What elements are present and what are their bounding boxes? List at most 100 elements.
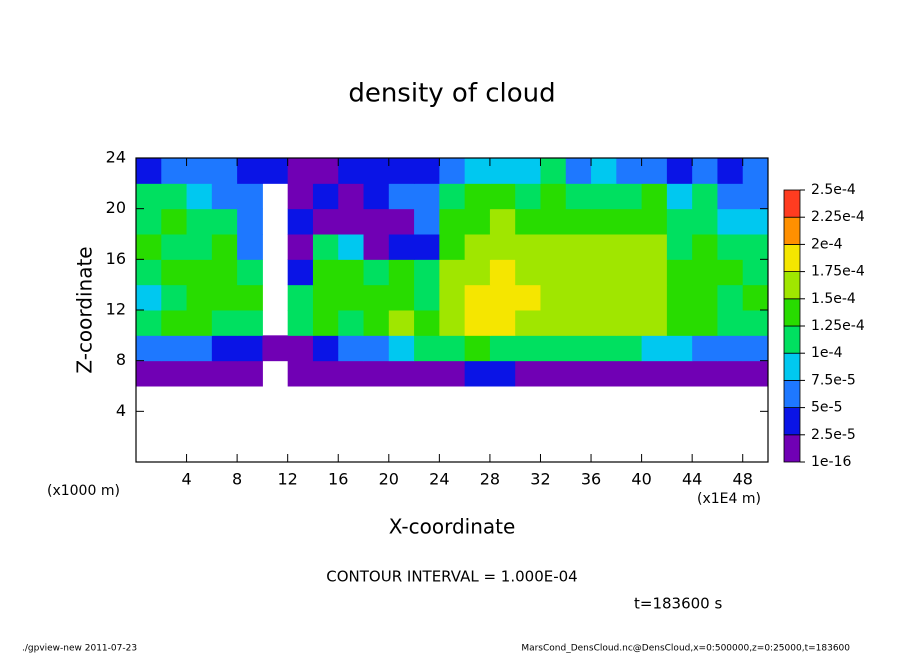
heat-cell (414, 183, 440, 210)
heat-cell (666, 284, 693, 311)
heat-cell (565, 284, 592, 311)
heat-cell (717, 158, 744, 184)
heat-cell (312, 208, 339, 235)
chart-title: density of cloud (348, 79, 555, 109)
colorbar-label: 5e-5 (811, 400, 842, 416)
heat-cell (742, 310, 769, 336)
heat-cell (237, 183, 263, 210)
colorbar-box (783, 271, 801, 300)
heat-cell (161, 284, 188, 311)
heat-cell (616, 360, 643, 387)
colorbar-label: 1.25e-4 (811, 318, 865, 334)
heat-cell (742, 284, 769, 311)
heat-cell (363, 360, 390, 387)
heat-cell (237, 259, 263, 286)
heat-cell (489, 310, 516, 336)
colorbar-label: 1e-16 (811, 454, 851, 470)
heat-cell (388, 284, 415, 311)
heat-cell (338, 208, 365, 235)
heat-cell (388, 360, 415, 387)
heat-cell (363, 208, 390, 235)
heat-cell (287, 208, 314, 235)
heat-cell (161, 183, 188, 210)
heat-cell (211, 183, 238, 210)
heat-cell (540, 234, 567, 260)
x-tick-label: 4 (181, 470, 191, 489)
colorbar-box (783, 434, 801, 463)
heat-cell (136, 284, 162, 311)
heat-cell (464, 310, 491, 336)
heat-cell (136, 234, 162, 260)
heat-cell (742, 360, 769, 387)
heat-cell (414, 259, 440, 286)
heat-cell (237, 158, 263, 184)
heat-cell (616, 183, 643, 210)
x-tick-label: 8 (232, 470, 242, 489)
y-tick-label: 24 (106, 148, 126, 167)
heat-cell (161, 208, 188, 235)
heat-cell (591, 183, 617, 210)
heat-cell (439, 259, 466, 286)
heat-cell (186, 310, 213, 336)
heat-cell (616, 335, 643, 362)
colorbar-box (783, 325, 801, 354)
heat-cell (489, 360, 516, 387)
heat-cell (565, 310, 592, 336)
heat-cell (312, 234, 339, 260)
heat-cell (464, 259, 491, 286)
x-tick-label: 40 (631, 470, 651, 489)
heat-cell (136, 310, 162, 336)
y-tick-label: 16 (106, 249, 126, 268)
heat-cell (641, 158, 668, 184)
heat-cell (692, 335, 718, 362)
heat-cell (692, 284, 718, 311)
heat-cell (439, 234, 466, 260)
heat-cell (439, 183, 466, 210)
x-tick-label: 44 (682, 470, 702, 489)
heat-cell (161, 234, 188, 260)
heat-cell (540, 284, 567, 311)
heat-cell (136, 183, 162, 210)
x-axis-label: X-coordinate (389, 515, 516, 539)
colorbar-box (783, 189, 801, 218)
heat-cell (439, 360, 466, 387)
heat-cell (388, 208, 415, 235)
x-tick-label: 48 (733, 470, 753, 489)
heat-cell (540, 310, 567, 336)
heat-cell (237, 234, 263, 260)
heat-cell (186, 158, 213, 184)
heat-cell (211, 310, 238, 336)
heat-cell (641, 310, 668, 336)
heat-cell (287, 335, 314, 362)
colorbar-box (783, 379, 801, 408)
colorbar-box (783, 216, 801, 245)
heat-cell (338, 259, 365, 286)
heat-cell (186, 234, 213, 260)
heat-cell (540, 335, 567, 362)
y-tick-label: 20 (106, 198, 126, 217)
colorbar-label: 2.5e-4 (811, 182, 856, 198)
heat-cell (186, 183, 213, 210)
heat-cell (312, 259, 339, 286)
heat-cell (692, 234, 718, 260)
heat-cell (414, 158, 440, 184)
heat-cell (136, 208, 162, 235)
heat-cell (237, 335, 263, 362)
heat-cell (742, 259, 769, 286)
heat-cell (186, 208, 213, 235)
heat-cell (464, 335, 491, 362)
heat-cell (565, 208, 592, 235)
heat-cell (591, 158, 617, 184)
heat-cell (692, 360, 718, 387)
heat-cell (641, 284, 668, 311)
heat-cell (338, 183, 365, 210)
heat-cell (692, 158, 718, 184)
heat-cell (338, 284, 365, 311)
heat-cell (489, 158, 516, 184)
heat-cell (591, 310, 617, 336)
heat-cell (237, 284, 263, 311)
heat-cell (363, 158, 390, 184)
x-tick-label: 20 (379, 470, 399, 489)
heat-cell (287, 284, 314, 311)
x-tick-label: 36 (581, 470, 601, 489)
